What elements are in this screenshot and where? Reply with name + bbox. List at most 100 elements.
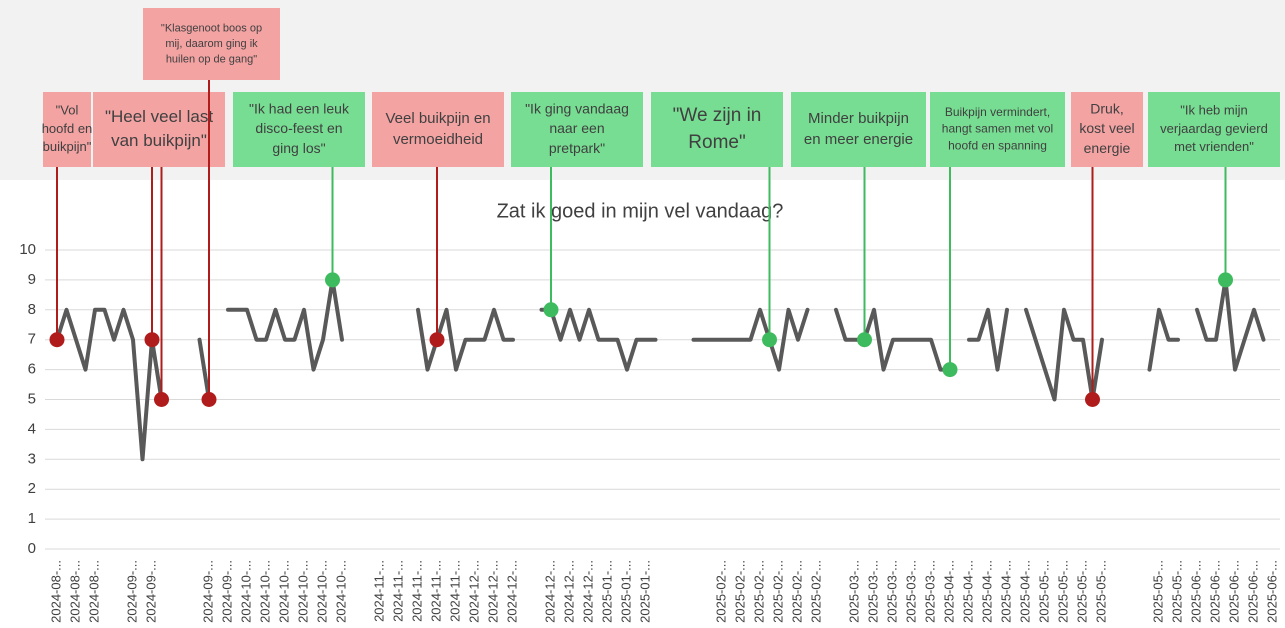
annotation-marker: [857, 332, 872, 348]
annotation-marker: [201, 392, 217, 407]
x-tick-label: 2024-09-...: [143, 560, 158, 623]
annotation-text: en meer energie: [804, 131, 913, 148]
x-tick-label: 2024-09-...: [200, 560, 215, 623]
x-tick-label: 2025-06-...: [1207, 560, 1222, 623]
x-tick-label: 2025-06-...: [1264, 560, 1279, 623]
y-tick-label: 3: [28, 450, 36, 467]
annotation-text: "Ik had een leuk: [249, 101, 350, 117]
y-tick-label: 2: [28, 480, 36, 497]
x-tick-label: 2024-12-...: [580, 560, 595, 623]
annotation-marker: [543, 302, 559, 318]
annotation-marker: [49, 332, 65, 348]
annotation-text: "Ik heb mijn: [1180, 103, 1247, 118]
annotation-text: met vrienden": [1174, 139, 1254, 154]
x-tick-label: 2025-05-...: [1169, 560, 1184, 623]
x-tick-label: 2024-10-...: [238, 560, 253, 623]
x-tick-label: 2024-10-...: [276, 560, 291, 623]
annotation-text: "We zijn in: [673, 105, 762, 126]
annotation-text: naar een: [549, 120, 604, 136]
y-tick-label: 9: [28, 271, 36, 288]
x-tick-label: 2025-03-...: [922, 560, 937, 623]
chart-title: Zat ik goed in mijn vel vandaag?: [497, 200, 784, 222]
x-tick-label: 2025-03-...: [903, 560, 918, 623]
annotation-box: [511, 92, 643, 167]
x-tick-label: 2024-12-...: [485, 560, 500, 623]
annotation-text: Veel buikpijn en: [385, 110, 490, 127]
annotation-marker: [154, 392, 169, 407]
x-tick-label: 2024-11-...: [390, 560, 405, 622]
annotation-text: energie: [1084, 140, 1131, 156]
x-tick-label: 2024-10-...: [257, 560, 272, 623]
annotation-box: [233, 92, 365, 167]
annotation-box: [43, 92, 91, 167]
annotation-text: huilen op de gang": [166, 53, 257, 65]
x-tick-label: 2025-01-...: [637, 560, 652, 623]
annotation-text: Minder buikpijn: [808, 110, 909, 127]
x-tick-label: 2025-06-...: [1188, 560, 1203, 623]
annotation-marker: [1218, 272, 1233, 288]
annotation-text: Buikpijn vermindert,: [945, 105, 1050, 119]
annotation-box: [1148, 92, 1280, 167]
annotation-marker: [762, 332, 777, 348]
annotation-marker: [144, 332, 160, 348]
x-tick-label: 2024-11-...: [409, 560, 424, 622]
x-tick-label: 2024-09-...: [124, 560, 139, 623]
annotation-text: mij, daarom ging ik: [165, 38, 258, 50]
y-tick-label: 4: [28, 420, 36, 437]
annotation-box: [791, 92, 926, 167]
annotation-box: [143, 8, 280, 80]
x-tick-label: 2025-01-...: [599, 560, 614, 623]
y-tick-label: 10: [19, 241, 36, 258]
annotation-text: disco-feest en: [255, 120, 342, 136]
x-tick-label: 2025-02-...: [789, 560, 804, 623]
x-tick-label: 2024-12-...: [542, 560, 557, 623]
annotation-text: "Heel veel last: [105, 107, 213, 126]
annotation-text: pretpark": [549, 140, 605, 156]
x-tick-label: 2024-10-...: [314, 560, 329, 623]
data-line: [55, 277, 1266, 462]
x-tick-label: 2024-09-...: [219, 560, 234, 623]
x-tick-label: 2025-05-...: [1036, 560, 1051, 623]
x-tick-label: 2025-04-...: [1017, 560, 1032, 623]
x-tick-label: 2024-08-...: [67, 560, 82, 623]
annotation-box: [1071, 92, 1143, 167]
annotation-box: [372, 92, 504, 167]
x-tick-label: 2025-04-...: [941, 560, 956, 623]
annotation-text: hoofd en: [42, 121, 93, 136]
x-tick-label: 2024-12-...: [561, 560, 576, 623]
annotation-text: "Ik ging vandaag: [525, 101, 629, 117]
x-tick-label: 2025-06-...: [1245, 560, 1260, 623]
annotation-text: verjaardag gevierd: [1160, 121, 1268, 136]
x-tick-label: 2024-11-...: [371, 560, 386, 622]
annotation-marker: [429, 332, 445, 348]
annotation-text: kost veel: [1079, 120, 1134, 136]
x-tick-label: 2024-12-...: [504, 560, 519, 623]
annotation-text: hangt samen met vol: [942, 122, 1053, 136]
x-tick-label: 2024-12-...: [466, 560, 481, 623]
x-tick-label: 2024-10-...: [333, 560, 348, 623]
x-tick-label: 2025-02-...: [751, 560, 766, 623]
x-tick-label: 2025-01-...: [618, 560, 633, 623]
annotation-text: buikpijn": [43, 139, 92, 154]
x-tick-label: 2025-02-...: [732, 560, 747, 623]
annotation-marker: [942, 362, 958, 378]
annotation-marker: [1085, 392, 1100, 407]
x-tick-label: 2025-05-...: [1150, 560, 1165, 623]
x-tick-label: 2025-05-...: [1074, 560, 1089, 623]
x-tick-label: 2024-08-...: [86, 560, 101, 623]
x-tick-label: 2025-05-...: [1093, 560, 1108, 623]
x-tick-label: 2025-04-...: [998, 560, 1013, 623]
x-tick-label: 2024-11-...: [428, 560, 443, 622]
x-tick-label: 2024-11-...: [447, 560, 462, 622]
x-tick-label: 2025-02-...: [713, 560, 728, 623]
x-tick-label: 2025-03-...: [846, 560, 861, 623]
x-tick-label: 2024-10-...: [295, 560, 310, 623]
annotation-text: ging los": [272, 140, 325, 156]
annotation-text: vermoeidheid: [393, 131, 483, 148]
x-tick-label: 2025-04-...: [960, 560, 975, 623]
annotation-box: [93, 92, 225, 167]
x-tick-label: 2025-03-...: [884, 560, 899, 623]
annotation-text: "Vol: [56, 103, 79, 118]
annotation-box: [651, 92, 783, 167]
annotation-text: Druk,: [1090, 101, 1123, 117]
